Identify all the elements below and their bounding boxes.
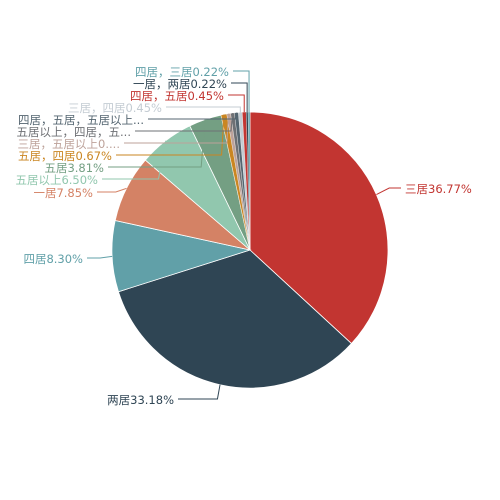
leader-line-3: [97, 187, 127, 193]
slice-label-11: 四居，五居0.45%: [130, 89, 224, 103]
leader-line-6: [116, 114, 225, 156]
leader-line-7: [124, 113, 230, 144]
slice-labels: 三居36.77%两居33.18%四居8.30%一居7.85%五居以上6.50%五…: [15, 65, 471, 407]
slice-label-9: 四居，五居，五居以上...: [18, 113, 144, 127]
slice-label-10: 三居，四居0.45%: [68, 101, 162, 115]
slice-label-8: 五居以上，四居，五...: [17, 125, 131, 139]
leader-line-12: [231, 82, 248, 113]
slice-label-5: 五居3.81%: [44, 161, 104, 175]
leader-line-13: [233, 70, 250, 113]
slice-label-2: 四居8.30%: [23, 252, 83, 266]
pie-slice-0[interactable]: [249, 111, 389, 345]
leader-line-10: [166, 106, 241, 113]
leader-line-9: [148, 112, 237, 120]
leader-line-5: [108, 119, 206, 168]
slice-label-13: 四居，三居0.22%: [135, 65, 229, 79]
leader-line-2: [87, 255, 113, 259]
slice-label-12: 一居，两居0.22%: [133, 77, 227, 91]
leader-line-4: [102, 140, 167, 180]
leader-line-11: [228, 94, 245, 113]
slice-label-1: 两居33.18%: [107, 393, 174, 407]
leader-line-1: [178, 384, 221, 400]
label-leader-lines: [87, 70, 401, 400]
slice-label-0: 三居36.77%: [405, 182, 472, 196]
slice-label-6: 五居，四居0.67%: [18, 149, 112, 163]
slice-label-4: 五居以上6.50%: [15, 173, 98, 187]
pie-slices: [111, 111, 389, 389]
slice-label-7: 三居，五居以上0....: [18, 137, 120, 151]
leader-line-0: [376, 187, 401, 196]
slice-label-3: 一居7.85%: [33, 186, 93, 200]
